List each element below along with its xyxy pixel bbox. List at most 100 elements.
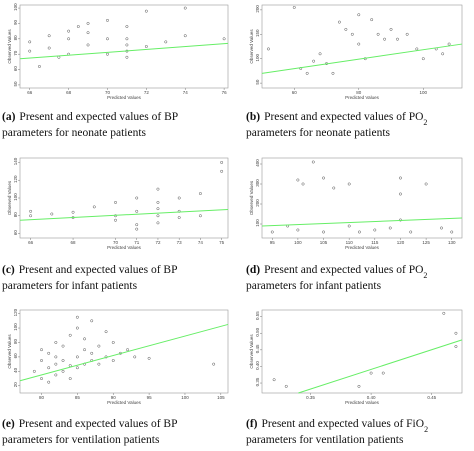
y-axis-label: Observed Values	[7, 29, 12, 64]
x-tick-label: 66	[27, 90, 33, 95]
point	[144, 45, 148, 48]
point	[222, 37, 226, 41]
point	[61, 359, 65, 362]
point	[90, 351, 94, 355]
point	[40, 359, 43, 362]
panel: 95 100 105 110 115 120 125 130 100 200 300 400 Predi…	[246, 157, 463, 292]
caption-text: parameters for neonate patients	[246, 127, 391, 139]
caption: (a) Present and expected values of BP para…	[2, 111, 178, 139]
x-axis-label: Predicted Values	[345, 400, 379, 405]
y-tick-label: 120	[13, 175, 18, 183]
x-tick-label: 95	[270, 240, 276, 245]
point	[409, 230, 413, 234]
y-tick-label: 80	[13, 338, 18, 344]
point	[83, 348, 87, 352]
x-tick-label: 0.35	[306, 395, 315, 400]
y-tick-label: 0.55	[255, 311, 260, 320]
point	[376, 32, 380, 36]
point	[272, 378, 276, 382]
point	[344, 27, 348, 31]
point	[37, 65, 41, 68]
y-tick-label: 200	[255, 5, 260, 13]
point	[54, 373, 58, 377]
point	[198, 192, 202, 196]
plot-frame	[19, 309, 229, 394]
caption-label: (a)	[2, 111, 16, 123]
point	[399, 192, 402, 196]
point	[270, 230, 274, 234]
caption: (e) Present and expected values of BP para…	[2, 418, 178, 446]
caption: (f) Present and expected values of FiO2 pa…	[246, 418, 428, 446]
y-tick-label: 140	[13, 157, 18, 165]
point	[68, 377, 72, 381]
point	[370, 18, 374, 22]
caption-text: Present and expected values of FiO	[262, 418, 425, 430]
point	[75, 326, 79, 330]
x-tick-label: 100	[181, 395, 189, 400]
y-axis-label: Observed Values	[249, 180, 254, 215]
point	[318, 52, 322, 56]
point	[183, 6, 187, 10]
x-axis-label: Predicted Values	[107, 245, 141, 250]
point	[454, 331, 458, 335]
point	[305, 71, 309, 75]
y-tick-label: 90	[13, 19, 18, 25]
x-tick-label: 74	[183, 90, 189, 95]
caption-text: parameters for infant patients	[2, 280, 138, 292]
point	[357, 384, 361, 388]
point	[301, 182, 305, 186]
point	[357, 230, 361, 234]
point	[71, 210, 75, 214]
point	[421, 57, 425, 61]
point	[47, 366, 51, 370]
point	[133, 355, 137, 359]
x-tick-label: 85	[75, 395, 81, 400]
y-tick-label: 0.35	[255, 377, 260, 386]
plot-frame	[19, 4, 229, 89]
trend-line	[298, 339, 463, 394]
point	[97, 344, 101, 348]
panel: 66 68 70 72 74 76 50 60 70 80 90 100 Predicted Value…	[2, 3, 229, 139]
x-tick-label: 0.45	[427, 395, 436, 400]
point	[86, 21, 90, 25]
point	[357, 42, 361, 46]
point	[86, 31, 90, 35]
y-tick-label: 70	[13, 50, 18, 56]
point	[296, 178, 300, 182]
y-tick-label: 60	[13, 66, 18, 72]
x-tick-label: 110	[346, 240, 354, 245]
point	[47, 34, 51, 38]
x-tick-label: 90	[111, 395, 117, 400]
x-tick-label: 115	[371, 240, 379, 245]
point	[92, 205, 96, 209]
x-tick-label: 105	[217, 395, 225, 400]
y-tick-label: 100	[13, 193, 18, 201]
x-axis-label: Predicted Values	[107, 95, 141, 100]
y-tick-label: 80	[13, 212, 18, 218]
panel: 60 80 100 50 100 150 200 Predicted Values Observ…	[246, 5, 463, 139]
x-tick-label: 68	[71, 240, 77, 245]
trend-line	[19, 323, 229, 382]
point	[40, 377, 43, 381]
y-tick-label: 100	[255, 53, 260, 61]
point	[284, 384, 288, 388]
x-tick-label: 75	[219, 240, 225, 245]
point	[331, 71, 335, 75]
point	[292, 5, 296, 9]
caption: (d) Present and expected values of PO2 par…	[246, 264, 427, 292]
caption-text: Present and expected values of BP	[19, 264, 178, 276]
point	[61, 344, 65, 348]
point	[54, 355, 58, 359]
y-tick-label: 0.45	[255, 344, 260, 353]
point	[347, 182, 351, 186]
point	[415, 47, 419, 51]
x-tick-label: 100	[420, 90, 428, 95]
point	[389, 27, 393, 31]
caption: (b) Present and expected values of PO2 par…	[246, 111, 427, 139]
y-tick-label: 120	[13, 308, 18, 316]
point	[405, 32, 409, 36]
y-tick-label: 40	[13, 367, 18, 373]
point	[441, 52, 445, 56]
point	[156, 221, 160, 225]
